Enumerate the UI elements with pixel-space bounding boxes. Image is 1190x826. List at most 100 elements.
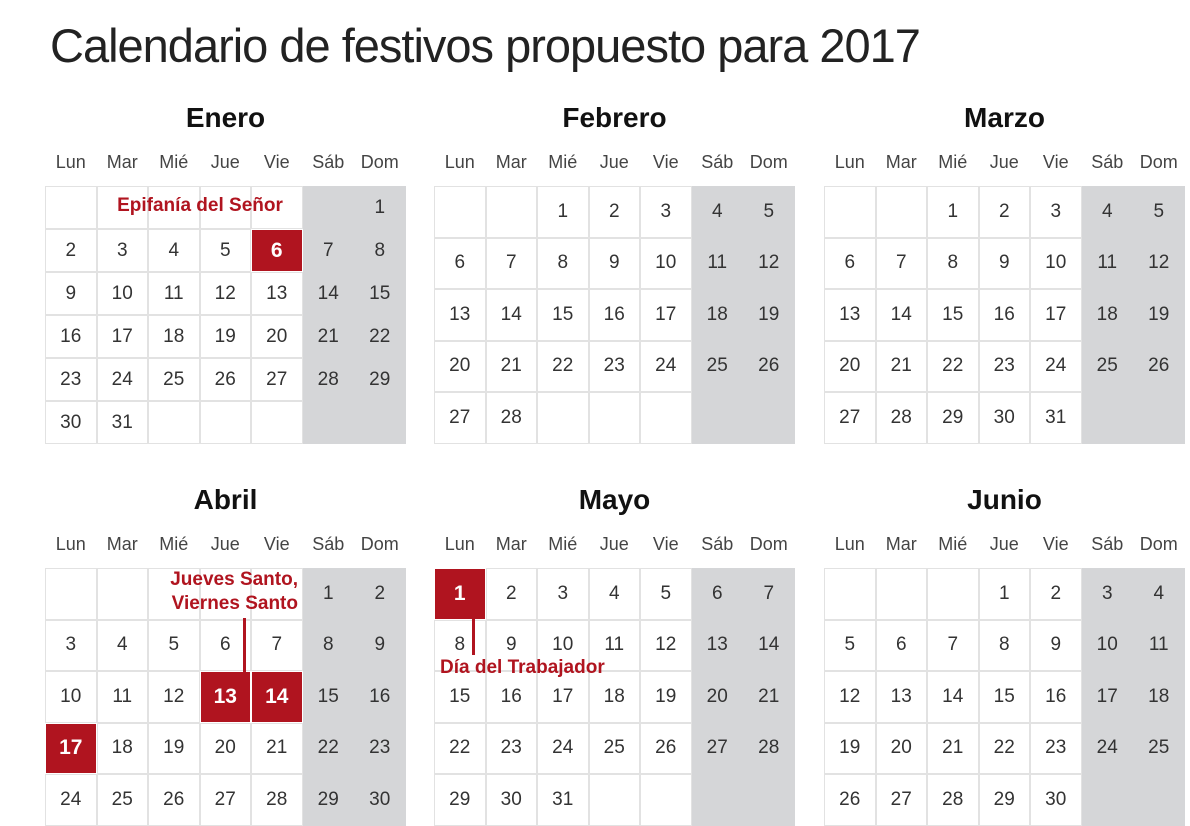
weekday-label: Vie [652, 152, 679, 172]
day-cell: 12 [199, 272, 251, 315]
day-cell: 9 [45, 272, 97, 315]
holiday-cell: 1 [434, 568, 486, 620]
day-cell: 8 [374, 239, 386, 261]
day-cell: 19 [824, 722, 876, 774]
weekend-column-shading [691, 568, 795, 826]
day-cell: 12 [640, 619, 692, 671]
day-cell: 2 [485, 568, 537, 620]
day-cell: 2 [374, 582, 386, 604]
weekday-label: Jue [210, 534, 240, 554]
day-cell: 18 [706, 303, 728, 325]
day-cell: 18 [96, 722, 148, 774]
weekday-label: Lun [444, 152, 475, 172]
day-cell: 6 [824, 237, 876, 289]
weekday-label: Mar [495, 534, 527, 554]
day-cell: 16 [369, 685, 391, 707]
weekday-label: Dom [1139, 152, 1178, 172]
month-name: Enero [185, 102, 266, 133]
weekday-label: Mar [106, 534, 138, 554]
weekday-label: Mié [159, 534, 189, 554]
day-cell: 27 [434, 392, 486, 444]
page-title: Calendario de festivos propuesto para 20… [50, 19, 921, 72]
day-cell: 21 [758, 685, 780, 707]
day-cell: 13 [824, 289, 876, 341]
day-cell: 5 [640, 568, 692, 620]
annotation-connector-line [472, 615, 475, 655]
day-cell: 8 [927, 237, 979, 289]
day-cell: 12 [824, 671, 876, 723]
day-cell [251, 568, 303, 620]
month-name: Abril [193, 484, 258, 515]
day-cell: 23 [1030, 722, 1082, 774]
weekday-label: Sáb [1091, 152, 1124, 172]
day-cell: 7 [322, 239, 334, 261]
day-cell: 25 [1148, 737, 1170, 759]
day-cell: 9 [588, 237, 640, 289]
day-cell: 3 [1101, 582, 1113, 604]
day-cell: 10 [537, 619, 589, 671]
day-cell [875, 186, 927, 238]
day-cell: 15 [537, 289, 589, 341]
day-cell: 26 [199, 358, 251, 401]
day-cell: 18 [588, 671, 640, 723]
day-cell: 26 [1148, 355, 1170, 377]
day-cell: 26 [640, 722, 692, 774]
day-cell: 18 [148, 315, 200, 358]
day-cell: 17 [1030, 289, 1082, 341]
weekday-label: Lun [834, 534, 865, 554]
day-cell: 15 [434, 671, 486, 723]
day-cell [148, 186, 200, 229]
day-cell: 23 [485, 722, 537, 774]
day-cell: 5 [1153, 200, 1165, 222]
day-cell: 10 [640, 237, 692, 289]
day-cell: 21 [485, 340, 537, 392]
day-cell: 20 [434, 340, 486, 392]
day-cell: 20 [251, 315, 303, 358]
day-cell: 20 [824, 340, 876, 392]
day-cell [485, 186, 537, 238]
day-cell: 10 [45, 671, 97, 723]
day-cell: 29 [369, 368, 391, 390]
weekend-column-shading [1081, 186, 1185, 444]
day-cell: 25 [706, 355, 728, 377]
day-cell: 23 [588, 340, 640, 392]
weekday-label: Vie [1042, 534, 1069, 554]
day-cell: 14 [927, 671, 979, 723]
day-cell: 6 [434, 237, 486, 289]
day-cell: 4 [96, 619, 148, 671]
day-cell: 25 [588, 722, 640, 774]
day-cell [692, 392, 744, 444]
day-cell: 18 [1096, 303, 1118, 325]
day-cell: 16 [1030, 671, 1082, 723]
day-cell: 10 [1030, 237, 1082, 289]
holiday-cell: 14 [251, 671, 303, 723]
weekday-label: Dom [360, 534, 399, 554]
day-cell: 24 [537, 722, 589, 774]
day-cell: 28 [317, 368, 339, 390]
day-cell: 2 [978, 186, 1030, 238]
day-cell: 15 [927, 289, 979, 341]
day-cell: 8 [322, 634, 334, 656]
day-cell: 14 [875, 289, 927, 341]
day-cell: 5 [148, 619, 200, 671]
day-cell: 30 [978, 392, 1030, 444]
day-cell: 9 [1030, 619, 1082, 671]
day-cell: 22 [537, 340, 589, 392]
day-cell: 3 [537, 568, 589, 620]
day-cell: 7 [763, 582, 775, 604]
day-cell: 11 [96, 671, 148, 723]
weekday-label: Vie [263, 534, 290, 554]
weekday-label: Jue [599, 152, 629, 172]
day-cell: 24 [1030, 340, 1082, 392]
annotation-connector-line [243, 618, 246, 672]
weekday-label: Dom [1139, 534, 1178, 554]
day-cell: 6 [199, 619, 251, 671]
weekday-label: Lun [834, 152, 865, 172]
day-cell: 27 [251, 358, 303, 401]
day-cell: 7 [251, 619, 303, 671]
day-cell [640, 392, 692, 444]
holiday-annotation: Jueves Santo, Viernes Santo [170, 569, 298, 614]
day-cell: 13 [251, 272, 303, 315]
month-name: Marzo [964, 102, 1045, 133]
day-cell: 21 [251, 722, 303, 774]
